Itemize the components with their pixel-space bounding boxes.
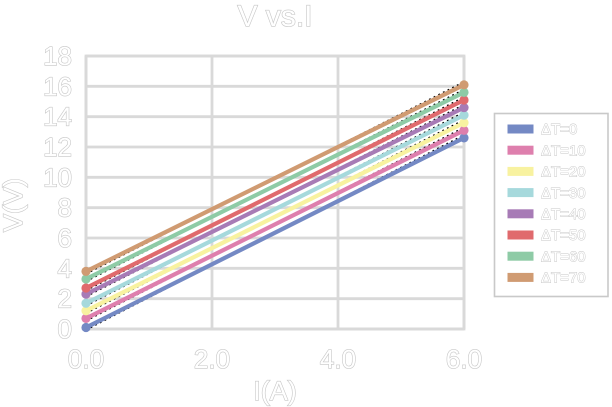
x-axis-title: I(A) xyxy=(253,376,297,406)
series-marker-dt-60 xyxy=(459,87,469,97)
y-tick-label: 4 xyxy=(58,253,72,283)
y-tick-label: 10 xyxy=(43,162,72,192)
series-marker-dt-70 xyxy=(459,80,469,90)
series-marker-dt-20 xyxy=(81,306,91,316)
chart-title: V vs.I xyxy=(237,0,312,33)
series-line-dt-10 xyxy=(83,128,467,321)
series-line-dt-40 xyxy=(83,105,467,297)
legend-swatch-dt-0 xyxy=(507,124,534,134)
x-tick-label: 2.0 xyxy=(194,344,230,374)
legend-swatch-dt-50 xyxy=(507,230,534,240)
legend-label-dt-50: ΔT=50 xyxy=(541,227,586,244)
y-tick-label: 12 xyxy=(43,132,72,162)
legend-swatch-dt-40 xyxy=(507,209,534,219)
series-marker-dt-30 xyxy=(459,110,469,120)
legend-label-dt-40: ΔT=40 xyxy=(541,206,586,223)
series-marker-dt-0 xyxy=(81,322,91,333)
legend-swatch-dt-20 xyxy=(507,166,534,176)
series-line-dt-70 xyxy=(83,82,467,274)
y-tick-label: 6 xyxy=(58,223,72,253)
y-axis-title: V(V) xyxy=(0,178,28,232)
series-marker-dt-10 xyxy=(81,313,91,323)
x-tick-label: 4.0 xyxy=(320,344,356,374)
y-tick-label: 8 xyxy=(58,193,72,223)
series-marker-dt-60 xyxy=(81,274,91,284)
y-tick-label: 14 xyxy=(43,102,72,132)
legend-box xyxy=(493,112,609,298)
y-tick-label: 2 xyxy=(58,284,72,314)
series-marker-dt-50 xyxy=(81,283,91,293)
series-marker-dt-70 xyxy=(81,266,91,276)
series-marker-dt-0 xyxy=(459,133,469,143)
legend-label-dt-20: ΔT=20 xyxy=(541,164,586,181)
series-line-dt-30 xyxy=(83,113,467,306)
legend-swatch-dt-60 xyxy=(507,251,534,261)
legend-swatch-dt-70 xyxy=(507,272,534,282)
legend-swatch-dt-30 xyxy=(507,188,534,198)
y-tick-label: 18 xyxy=(43,41,72,71)
series-marker-dt-30 xyxy=(81,298,91,308)
legend-label-dt-60: ΔT=60 xyxy=(541,248,586,265)
legend-label-dt-0: ΔT=0 xyxy=(541,121,577,138)
series-marker-dt-10 xyxy=(459,125,469,135)
y-tick-label: 0 xyxy=(58,314,72,344)
legend-label-dt-70: ΔT=70 xyxy=(541,270,586,287)
x-tick-label: 6.0 xyxy=(446,344,482,374)
plot-area-border xyxy=(84,54,466,331)
series-marker-dt-40 xyxy=(459,102,469,113)
series-line-dt-0 xyxy=(83,135,467,330)
legend-label-dt-30: ΔT=30 xyxy=(541,185,586,202)
y-tick-label: 16 xyxy=(43,71,72,101)
series-line-dt-60 xyxy=(83,90,467,282)
legend-label-dt-10: ΔT=10 xyxy=(541,142,586,159)
series-marker-dt-20 xyxy=(459,118,469,128)
legend-swatch-dt-10 xyxy=(507,145,534,155)
series-line-dt-20 xyxy=(83,120,467,313)
series-line-dt-50 xyxy=(83,97,467,291)
x-tick-label: 0.0 xyxy=(68,344,104,374)
series-marker-dt-50 xyxy=(459,95,469,105)
